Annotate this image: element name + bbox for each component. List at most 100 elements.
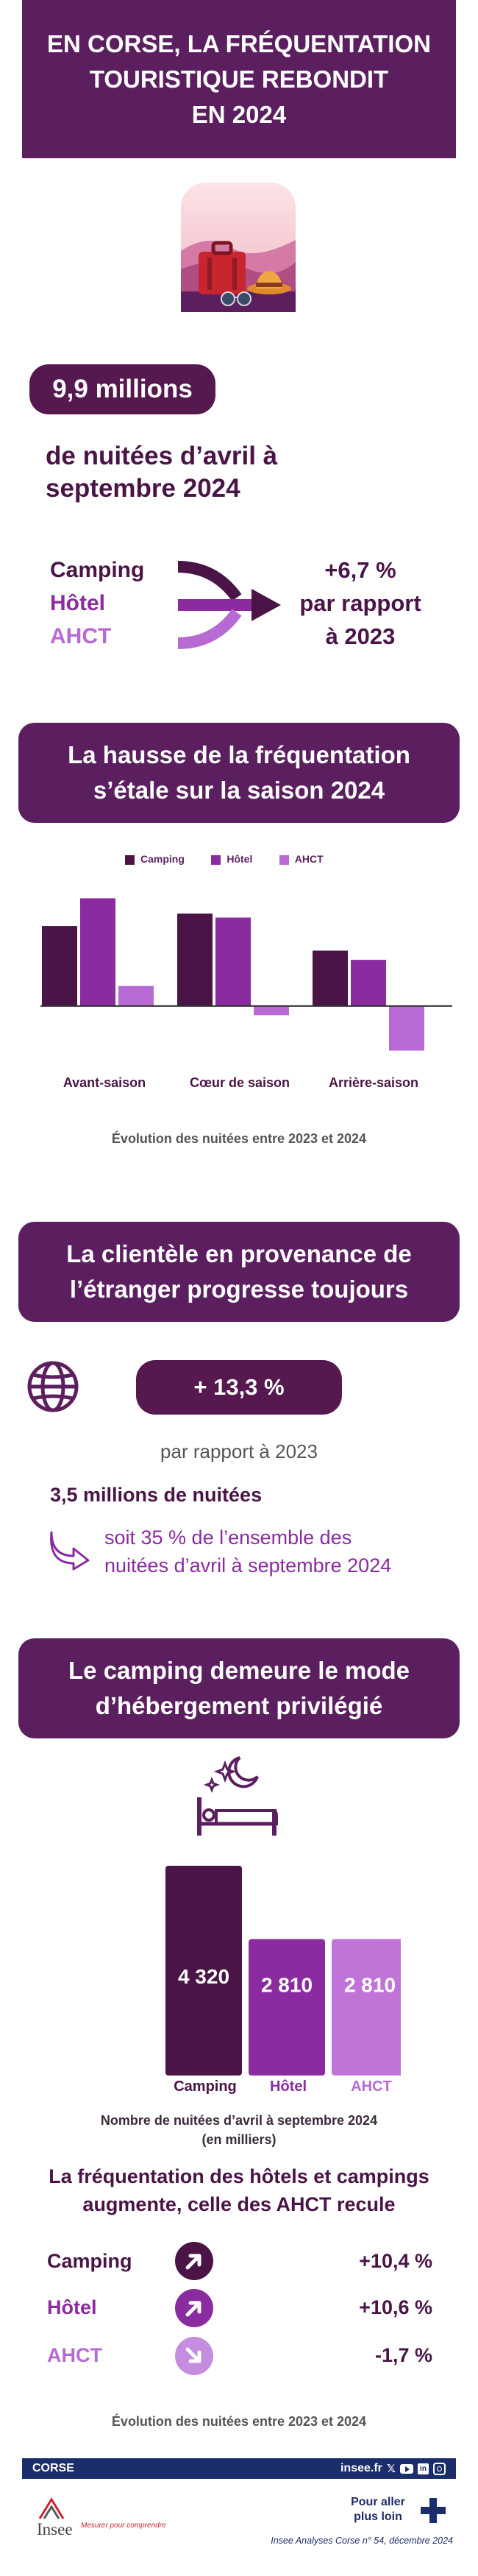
legend-ahct: AHCT: [279, 853, 324, 865]
header-title-line2: TOURISTIQUE REBONDIT: [89, 65, 389, 93]
footer-region: CORSE: [32, 2462, 74, 2474]
bed-moon-stars-icon: [194, 1753, 282, 1838]
footer-site-link[interactable]: insee.fr: [340, 2462, 382, 2474]
nights-bar-chart: 4 320 2 810 2 810: [165, 1866, 401, 2076]
header-banner: EN CORSE, LA FRÉQUENTATION TOURISTIQUE R…: [22, 0, 456, 158]
category-label-coeur-saison: Cœur de saison: [189, 1075, 290, 1090]
more-info-line1: Pour aller: [351, 2496, 405, 2508]
trend-row-camping-value: +10,4 %: [359, 2250, 432, 2272]
nights-label-camping: Camping: [174, 2078, 237, 2095]
summary-change: +6,7 % par rapport à 2023: [279, 553, 441, 653]
trend-title: La fréquentation des hôtels et campings …: [0, 2162, 478, 2218]
bar-hôtel-2: [351, 960, 386, 1006]
foreign-nights: 3,5 millions de nuitées: [50, 1484, 263, 1506]
category-label-avant-saison: Avant-saison: [63, 1075, 146, 1090]
merge-arrows-icon: [171, 553, 288, 657]
nights-category-labels: Camping Hôtel AHCT: [0, 2078, 478, 2098]
nights-value-label-hôtel: 2 810: [261, 1974, 313, 1997]
accommodation-camping: Camping: [50, 558, 145, 582]
trend-title-line1: La fréquentation des hôtels et campings: [49, 2165, 429, 2187]
arrow-down-right-icon: [175, 2337, 213, 2375]
plus-icon[interactable]: [421, 2498, 446, 2523]
foreign-change-caption: par rapport à 2023: [160, 1440, 318, 1462]
legend-hotel-label: Hôtel: [226, 853, 253, 865]
footer-bar: CORSE insee.fr 𝕏 in: [22, 2458, 456, 2479]
nights-value-label-ahct: 2 810: [344, 1974, 396, 1997]
nights-bar-ahct: [332, 1939, 401, 2076]
x-icon[interactable]: 𝕏: [386, 2463, 396, 2475]
key-figure-label: de nuitées d’avril à septembre 2024: [46, 440, 457, 505]
foreign-share-line2: nuitées d’avril à septembre 2024: [104, 1554, 392, 1577]
bar-hôtel-1: [215, 917, 251, 1006]
foreign-share: soit 35 % de l’ensemble des nuitées d’av…: [104, 1524, 457, 1579]
instagram-icon[interactable]: [433, 2462, 446, 2475]
section-seasonal-title-line1: La hausse de la fréquentation: [68, 741, 410, 768]
key-figure-label-line1: de nuitées d’avril à: [46, 442, 278, 470]
bar-camping-1: [177, 913, 213, 1006]
nights-label-ahct: AHCT: [351, 2078, 392, 2095]
section-foreign-title: La clientèle en provenance de l’étranger…: [18, 1222, 460, 1322]
footer-links: insee.fr 𝕏 in: [340, 2462, 446, 2475]
bar-camping-2: [313, 950, 348, 1006]
publication-reference: Insee Analyses Corse n° 54, décembre 202…: [271, 2536, 453, 2546]
key-figure-label-line2: septembre 2024: [46, 474, 240, 503]
trend-row-camping-label: Camping: [47, 2250, 132, 2272]
seasonal-bar-chart: [40, 898, 452, 1051]
trend-caption: Évolution des nuitées entre 2023 et 2024: [111, 2414, 367, 2429]
insee-logo[interactable]: Insee Mesurer pour comprendre: [37, 2497, 166, 2548]
accommodation-hotel: Hôtel: [50, 591, 105, 615]
arrow-up-right-icon: [175, 2242, 213, 2280]
bar-camping-0: [42, 926, 77, 1006]
nights-caption-line2: (en milliers): [201, 2132, 277, 2147]
linkedin-icon[interactable]: in: [418, 2463, 429, 2474]
nights-caption-line1: Nombre de nuitées d’avril à septembre 20…: [100, 2113, 378, 2128]
foreign-share-line1: soit 35 % de l’ensemble des: [104, 1526, 352, 1549]
nights-value-label-camping: 4 320: [178, 1965, 229, 1988]
trend-title-line2: augmente, celle des AHCT recule: [82, 2193, 396, 2215]
section-seasonal-title: La hausse de la fréquentation s’étale su…: [18, 723, 460, 823]
suitcase-hat-sunglasses-icon: [179, 181, 297, 314]
nights-label-hotel: Hôtel: [270, 2078, 307, 2095]
trend-row-ahct-value: -1,7 %: [374, 2344, 432, 2366]
trend-row-hotel-label: Hôtel: [47, 2296, 97, 2318]
section-foreign-title-line2: l’étranger progresse toujours: [69, 1275, 409, 1303]
summary-change-line2: par rapport: [299, 590, 421, 616]
summary-change-line3: à 2023: [325, 623, 396, 649]
insee-logo-text: Insee: [37, 2520, 73, 2538]
chart-category-labels: Avant-saison Cœur de saison Arrière-sais…: [0, 1075, 478, 1093]
accommodation-ahct: AHCT: [50, 624, 112, 648]
curved-arrow-icon: [47, 1528, 93, 1571]
globe-icon: [26, 1360, 79, 1413]
nights-bar-hôtel: [249, 1939, 325, 2076]
summary-change-value: +6,7 %: [324, 557, 396, 583]
nights-chart-caption: Nombre de nuitées d’avril à septembre 20…: [0, 2111, 478, 2149]
section-foreign-title-line1: La clientèle en provenance de: [66, 1240, 412, 1267]
more-info-line2: plus loin: [354, 2510, 402, 2523]
key-figure-badge: 9,9 millions: [29, 364, 215, 414]
header-title-line3: EN 2024: [191, 100, 287, 128]
key-figure-value: 9,9 millions: [52, 375, 193, 403]
insee-logo-mark-icon: [38, 2497, 65, 2519]
legend-camping: Camping: [125, 853, 185, 865]
insee-tagline: Mesurer pour comprendre: [81, 2522, 166, 2530]
bar-ahct-0: [118, 986, 154, 1006]
accommodation-list: Camping Hôtel AHCT: [50, 553, 144, 653]
trend-row-ahct-label: AHCT: [47, 2344, 102, 2366]
legend-swatch-hotel: [211, 854, 221, 865]
section-seasonal-title-line2: s’étale sur la saison 2024: [93, 776, 385, 804]
legend-hotel: Hôtel: [211, 853, 252, 865]
seasonal-chart-caption: Évolution des nuitées entre 2023 et 2024: [111, 1131, 367, 1146]
more-info-label[interactable]: Pour aller plus loin: [344, 2495, 412, 2524]
foreign-change-value: + 13,3 %: [193, 1374, 285, 1400]
section-accommodation-title-line2: d’hébergement privilégié: [95, 1692, 383, 1719]
legend-swatch-ahct: [279, 854, 289, 865]
section-accommodation-title-line1: Le camping demeure le mode: [68, 1657, 410, 1684]
chart-legend: Camping Hôtel AHCT: [125, 853, 434, 866]
section-accommodation-title: Le camping demeure le mode d’hébergement…: [18, 1638, 460, 1738]
nights-bar-camping: [165, 1866, 242, 2076]
bar-ahct-1: [254, 1005, 289, 1016]
youtube-icon[interactable]: [400, 2463, 413, 2474]
header-title-line1: EN CORSE, LA FRÉQUENTATION: [47, 29, 431, 57]
category-label-arriere-saison: Arrière-saison: [328, 1075, 419, 1090]
arrow-up-right-icon: [175, 2289, 213, 2327]
